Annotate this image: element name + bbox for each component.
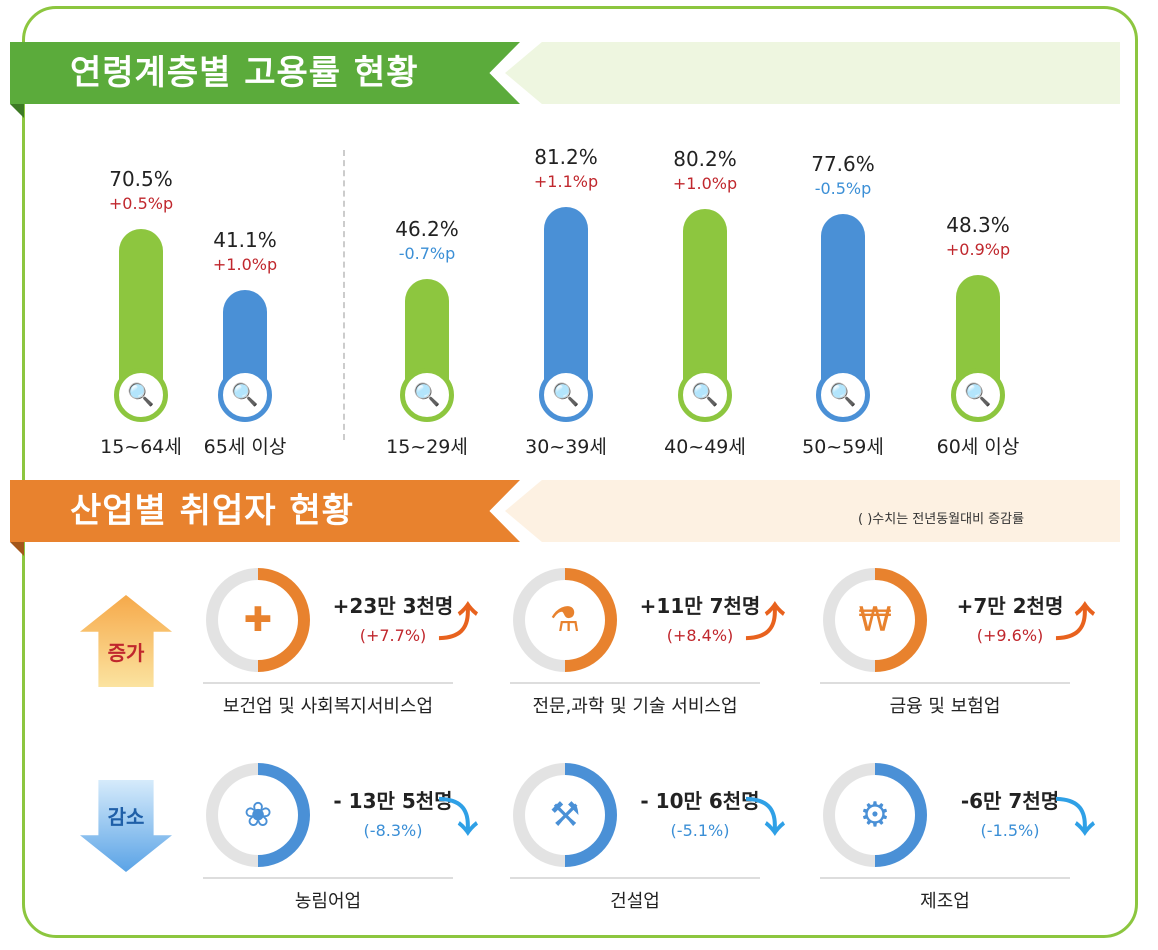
change-label: -0.5%p bbox=[814, 179, 872, 199]
industry-donut: ₩ bbox=[823, 568, 927, 672]
category-label: 30~39세 bbox=[525, 436, 607, 458]
document-search-icon: 🔍 bbox=[951, 368, 1005, 422]
trend-down-arrow-icon: ⤵ bbox=[745, 795, 785, 841]
industry-name: 전문,과학 및 기술 서비스업 bbox=[532, 696, 738, 717]
change-label: +0.9%p bbox=[945, 240, 1011, 260]
document-search-icon: 🔍 bbox=[114, 368, 168, 422]
separator bbox=[203, 682, 453, 684]
industry-name: 제조업 bbox=[920, 891, 970, 912]
category-label: 15~64세 bbox=[100, 436, 182, 458]
document-search-icon: 🔍 bbox=[218, 368, 272, 422]
medical-kit-icon: ✚ bbox=[218, 580, 298, 660]
section1-title: 연령계층별 고용률 현황 bbox=[10, 42, 520, 104]
document-search-icon: 🔍 bbox=[400, 368, 454, 422]
divider bbox=[343, 150, 345, 440]
industry-pct: (-5.1%) bbox=[670, 821, 730, 840]
wheat-icon: ❀ bbox=[218, 775, 298, 855]
separator bbox=[820, 682, 1070, 684]
change-label: +1.0%p bbox=[212, 255, 278, 274]
flask-icon: ⚗ bbox=[525, 580, 605, 660]
excavator-icon: ⚒ bbox=[525, 775, 605, 855]
category-label: 65세 이상 bbox=[203, 436, 287, 458]
separator bbox=[203, 877, 453, 879]
separator bbox=[820, 877, 1070, 879]
category-label: 40~49세 bbox=[664, 436, 746, 458]
industry-pct: (-1.5%) bbox=[980, 821, 1040, 840]
section1-banner-strip bbox=[505, 42, 1120, 104]
industry-donut: ⚙ bbox=[823, 763, 927, 867]
industry-change: -6만 7천명 bbox=[960, 789, 1060, 813]
industry-name: 건설업 bbox=[610, 891, 660, 912]
trend-up-arrow-icon: ⤴ bbox=[1055, 600, 1095, 646]
industry-donut: ❀ bbox=[206, 763, 310, 867]
change-label: +1.0%p bbox=[672, 174, 738, 194]
change-label: +1.1%p bbox=[533, 171, 599, 191]
category-label: 50~59세 bbox=[802, 436, 884, 458]
industry-pct: (+9.6%) bbox=[976, 626, 1044, 645]
industry-change: +11만 7천명 bbox=[639, 594, 761, 618]
document-search-icon: 🔍 bbox=[816, 368, 870, 422]
trend-down-arrow-icon: ⤵ bbox=[438, 795, 478, 841]
industry-name: 농림어업 bbox=[294, 891, 362, 912]
value-label: 46.2% bbox=[395, 217, 459, 242]
change-label: +0.5%p bbox=[108, 194, 174, 214]
section2-banner-strip bbox=[505, 480, 1120, 542]
industry-change: +7만 2천명 bbox=[956, 594, 1064, 618]
decrease-label: 감소 bbox=[107, 804, 145, 829]
value-label: 70.5% bbox=[109, 167, 173, 192]
value-label: 41.1% bbox=[213, 228, 277, 252]
separator bbox=[510, 682, 760, 684]
trend-down-arrow-icon: ⤵ bbox=[1055, 795, 1095, 841]
trend-up-arrow-icon: ⤴ bbox=[745, 600, 785, 646]
increase-label: 증가 bbox=[107, 640, 145, 665]
bar bbox=[821, 214, 865, 395]
industry-donut: ⚒ bbox=[513, 763, 617, 867]
document-search-icon: 🔍 bbox=[539, 368, 593, 422]
industry-change: +23만 3천명 bbox=[332, 594, 454, 618]
separator bbox=[510, 877, 760, 879]
industry-change: - 10만 6천명 bbox=[640, 789, 760, 813]
industry-name: 보건업 및 사회복지서비스업 bbox=[222, 696, 434, 717]
industry-pct: (+8.4%) bbox=[666, 626, 734, 645]
bar bbox=[544, 206, 588, 395]
value-label: 77.6% bbox=[811, 152, 875, 177]
infographic-frame bbox=[22, 6, 1138, 938]
category-label: 15~29세 bbox=[386, 436, 468, 458]
industry-name: 금융 및 보험업 bbox=[889, 696, 1001, 717]
change-label: -0.7%p bbox=[398, 244, 456, 264]
industry-pct: (+7.7%) bbox=[359, 626, 427, 645]
industry-donut: ⚗ bbox=[513, 568, 617, 672]
value-label: 48.3% bbox=[946, 213, 1010, 238]
footnote: ( )수치는 전년동월대비 증감률 bbox=[858, 512, 1025, 527]
industry-donut: ✚ bbox=[206, 568, 310, 672]
industry-pct: (-8.3%) bbox=[363, 821, 423, 840]
value-label: 81.2% bbox=[534, 144, 598, 169]
section2-title: 산업별 취업자 현황 bbox=[10, 480, 520, 542]
trend-up-arrow-icon: ⤴ bbox=[438, 600, 478, 646]
bar bbox=[683, 209, 727, 395]
industry-change: - 13만 5천명 bbox=[333, 789, 453, 813]
laptop-won-icon: ₩ bbox=[835, 580, 915, 660]
bar bbox=[119, 229, 163, 395]
category-label: 60세 이상 bbox=[936, 436, 1020, 458]
document-search-icon: 🔍 bbox=[678, 368, 732, 422]
value-label: 80.2% bbox=[673, 147, 737, 172]
gears-icon: ⚙ bbox=[835, 775, 915, 855]
